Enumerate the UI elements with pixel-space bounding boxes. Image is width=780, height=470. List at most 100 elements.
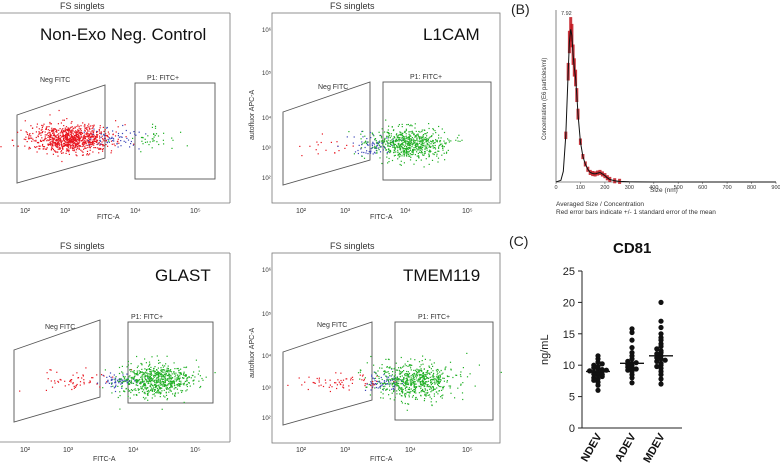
neg-event-point — [54, 380, 56, 382]
transition-event-point — [371, 382, 373, 384]
pos-event-point — [359, 369, 361, 371]
pos-event-point — [171, 381, 173, 383]
neg-event-point — [101, 143, 103, 145]
pos-event-point — [179, 385, 181, 387]
transition-event-point — [106, 142, 108, 144]
transition-event-point — [374, 383, 377, 385]
pos-event-point — [408, 136, 410, 138]
pos-event-point — [127, 395, 129, 397]
pos-event-point — [156, 387, 158, 389]
transition-event-point — [393, 386, 395, 388]
pos-event-point — [160, 369, 162, 371]
sample-label: GLAST — [155, 266, 211, 285]
pos-event-point — [401, 137, 403, 139]
fitc-pos-gate — [127, 321, 214, 404]
pos-event-point — [437, 379, 439, 381]
pos-event-point — [420, 139, 422, 142]
neg-event-point — [36, 126, 38, 128]
neg-event-point — [79, 139, 81, 141]
pos-event-point — [154, 389, 156, 391]
neg-event-point — [338, 150, 340, 152]
pos-event-point — [391, 159, 394, 162]
pos-event-point — [421, 141, 423, 143]
pos-event-point — [154, 388, 156, 391]
pos-event-point — [429, 359, 431, 361]
pos-event-point — [383, 382, 385, 385]
data-point — [591, 377, 597, 383]
neg-event-point — [308, 376, 310, 378]
neg-event-point — [315, 149, 317, 151]
pos-event-point — [462, 382, 464, 384]
pos-event-point — [428, 366, 431, 368]
pos-event-point — [149, 371, 151, 373]
pos-event-point — [393, 151, 395, 153]
neg-event-point — [59, 128, 61, 130]
pos-event-point — [419, 138, 421, 140]
neg-event-point — [90, 135, 92, 137]
pos-event-point — [441, 397, 443, 399]
transition-event-point — [134, 133, 136, 135]
neg-event-point — [45, 148, 47, 150]
pos-event-point — [388, 161, 390, 163]
pos-event-point — [145, 388, 147, 390]
neg-event-point — [55, 129, 57, 131]
neg-event-point — [52, 153, 54, 155]
pos-event-point — [147, 376, 149, 378]
pos-event-point — [146, 370, 148, 372]
pos-event-point — [437, 372, 439, 374]
data-point — [658, 381, 664, 387]
pos-event-point — [403, 150, 406, 152]
pos-event-point — [420, 390, 423, 392]
pos-event-point — [439, 140, 442, 142]
transition-event-point — [375, 386, 377, 389]
pos-event-point — [387, 129, 389, 131]
pos-event-point — [369, 394, 371, 396]
pos-event-point — [143, 383, 145, 386]
neg-event-point — [318, 379, 320, 381]
transition-event-point — [394, 381, 396, 384]
pos-event-point — [413, 388, 415, 391]
pos-event-point — [150, 383, 152, 385]
pos-event-point — [140, 376, 142, 378]
neg-event-point — [75, 385, 77, 387]
pos-event-point — [186, 385, 188, 388]
pos-event-point — [123, 381, 125, 383]
pos-event-point — [388, 157, 390, 160]
pos-event-point — [141, 385, 144, 387]
neg-event-point — [364, 385, 366, 387]
pos-event-point — [158, 374, 160, 376]
pos-event-point — [441, 154, 443, 156]
pos-event-point — [379, 134, 381, 137]
pos-event-point — [374, 387, 376, 389]
pos-event-point — [138, 379, 140, 381]
pos-event-point — [154, 381, 156, 383]
transition-event-point — [384, 146, 386, 148]
pos-event-point — [439, 381, 441, 383]
x-category-label: MDEV — [641, 431, 668, 465]
pos-event-point — [406, 137, 408, 139]
pos-event-point — [140, 151, 142, 153]
data-point — [658, 318, 664, 324]
transition-event-point — [369, 152, 372, 154]
neg-event-point — [90, 136, 93, 138]
pos-event-point — [161, 369, 163, 371]
neg-event-point — [93, 139, 95, 141]
neg-event-point — [86, 154, 88, 156]
neg-event-point — [70, 146, 72, 148]
pos-event-point — [426, 147, 428, 149]
neg-event-point — [61, 129, 63, 131]
pos-event-point — [406, 151, 408, 153]
pos-event-point — [144, 383, 146, 385]
x-axis-label: FITC-A — [370, 456, 393, 463]
neg-event-point — [61, 152, 63, 154]
pos-event-point — [180, 368, 182, 370]
neg-event-point — [91, 133, 93, 135]
neg-event-point — [71, 137, 73, 139]
neg-event-point — [98, 142, 100, 144]
pos-event-point — [180, 389, 182, 392]
pos-event-point — [414, 144, 416, 146]
neg-event-point — [115, 120, 117, 122]
pos-event-point — [404, 392, 406, 395]
neg-event-point — [72, 382, 74, 384]
y-tick-label: 10³ — [262, 386, 271, 392]
